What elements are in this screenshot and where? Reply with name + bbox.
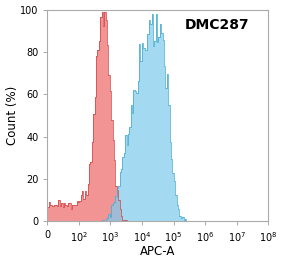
Text: DMC287: DMC287: [184, 18, 249, 32]
Y-axis label: Count (%): Count (%): [6, 86, 19, 145]
X-axis label: APC-A: APC-A: [140, 246, 175, 258]
